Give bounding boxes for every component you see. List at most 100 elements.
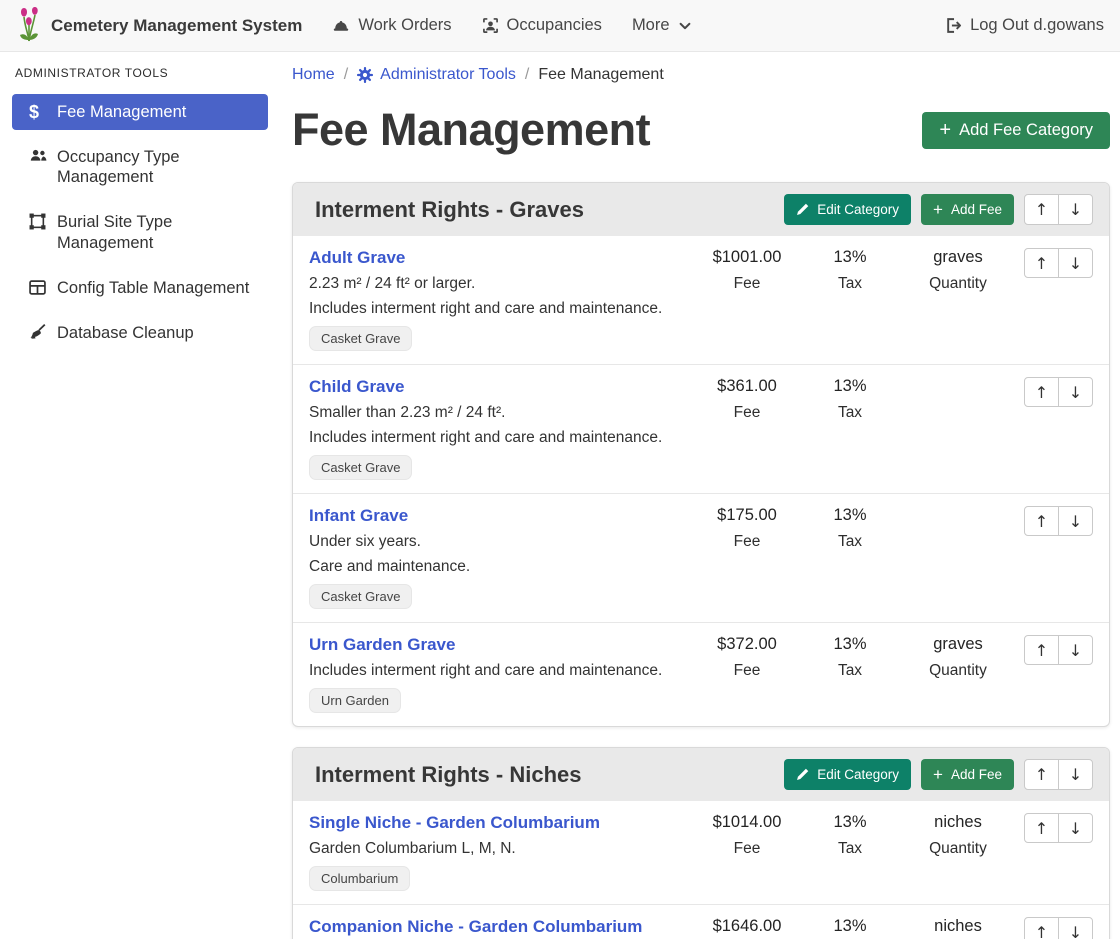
quantity-unit: graves [900, 635, 1016, 654]
fee-label: Fee [694, 662, 800, 680]
fee-details: Child Grave Smaller than 2.23 m² / 24 ft… [309, 377, 694, 480]
plus-icon: + [933, 769, 943, 780]
logout-button[interactable]: Log Out d.gowans [945, 16, 1104, 35]
tax-value: 13% [800, 248, 900, 267]
move-fee-up-button[interactable]: ↑ [1024, 917, 1059, 939]
quantity-label: Quantity [900, 662, 1016, 680]
category-title: Interment Rights - Graves [309, 197, 784, 223]
fee-type-badge: Columbarium [309, 866, 410, 891]
fee-details: Single Niche - Garden Columbarium Garden… [309, 813, 694, 891]
quantity-unit: graves [900, 248, 1016, 267]
nav-work-orders-label: Work Orders [358, 16, 451, 35]
sidebar-item-database-cleanup[interactable]: Database Cleanup [12, 315, 268, 351]
add-fee-button[interactable]: + Add Fee [921, 194, 1014, 225]
nav-work-orders[interactable]: Work Orders [332, 16, 451, 35]
fee-reorder-group: ↑ ↓ [1024, 377, 1093, 407]
edit-category-button[interactable]: Edit Category [784, 194, 911, 225]
plus-icon: + [939, 123, 951, 137]
fee-row: Adult Grave 2.23 m² / 24 ft² or larger. … [293, 236, 1109, 365]
move-fee-down-button[interactable]: ↓ [1058, 377, 1093, 407]
category-header: Interment Rights - Niches Edit Category … [293, 748, 1109, 801]
move-fee-down-button[interactable]: ↓ [1058, 917, 1093, 939]
app-brand[interactable]: Cemetery Management System [16, 7, 302, 45]
bounding-box-icon [29, 213, 57, 230]
fee-amount-column: $175.00 Fee [694, 506, 800, 551]
move-fee-down-button[interactable]: ↓ [1058, 506, 1093, 536]
edit-category-button[interactable]: Edit Category [784, 759, 911, 790]
fee-label: Fee [694, 404, 800, 422]
category-reorder-group: ↑ ↓ [1024, 194, 1093, 225]
fee-name-link[interactable]: Infant Grave [309, 506, 408, 526]
move-fee-up-button[interactable]: ↑ [1024, 248, 1059, 278]
fee-tax-column: 13% Tax [800, 917, 900, 939]
fee-quantity-column: niches Quantity [900, 917, 1016, 939]
breadcrumb-separator: / [525, 66, 529, 84]
breadcrumb-home-link[interactable]: Home [292, 66, 335, 84]
move-category-up-button[interactable]: ↑ [1024, 759, 1059, 790]
fee-details: Infant Grave Under six years. Care and m… [309, 506, 694, 609]
fee-type-badge: Casket Grave [309, 455, 412, 480]
fee-row: Companion Niche - Garden Columbarium Gar… [293, 905, 1109, 939]
title-row: Fee Management + Add Fee Category [292, 104, 1110, 156]
nav-more[interactable]: More [632, 16, 692, 35]
fee-tax-column: 13% Tax [800, 506, 900, 551]
sidebar-item-label: Database Cleanup [57, 323, 194, 343]
move-fee-down-button[interactable]: ↓ [1058, 635, 1093, 665]
fee-name-link[interactable]: Single Niche - Garden Columbarium [309, 813, 600, 833]
tax-value: 13% [800, 813, 900, 832]
person-bounding-box-icon [482, 17, 499, 34]
fee-name-link[interactable]: Adult Grave [309, 248, 405, 268]
fee-amount: $1001.00 [694, 248, 800, 267]
fee-amount-column: $361.00 Fee [694, 377, 800, 422]
logout-label: Log Out d.gowans [970, 16, 1104, 35]
breadcrumb-admin-tools-link[interactable]: Administrator Tools [357, 66, 516, 84]
category-actions: Edit Category + Add Fee ↑ ↓ [784, 759, 1093, 790]
sidebar-item-label: Fee Management [57, 102, 186, 122]
move-fee-up-button[interactable]: ↑ [1024, 377, 1059, 407]
tax-value: 13% [800, 917, 900, 936]
sidebar-item-fee-management[interactable]: $ Fee Management [12, 94, 268, 130]
quantity-label: Quantity [900, 275, 1016, 293]
tulip-logo-icon [16, 7, 42, 45]
sidebar-item-config-table-management[interactable]: Config Table Management [12, 270, 268, 306]
breadcrumb-current: Fee Management [538, 66, 663, 84]
fee-category-card: Interment Rights - Niches Edit Category … [292, 747, 1110, 939]
nav-occupancies[interactable]: Occupancies [482, 16, 602, 35]
fee-rows: Adult Grave 2.23 m² / 24 ft² or larger. … [293, 236, 1109, 726]
fee-amount-column: $1001.00 Fee [694, 248, 800, 293]
add-fee-category-button[interactable]: + Add Fee Category [922, 112, 1110, 149]
tax-value: 13% [800, 506, 900, 525]
fee-name-link[interactable]: Child Grave [309, 377, 404, 397]
fee-description-line-1: Garden Columbarium L, M, N. [309, 840, 688, 858]
move-fee-down-button[interactable]: ↓ [1058, 248, 1093, 278]
fee-reorder-group: ↑ ↓ [1024, 813, 1093, 843]
move-category-down-button[interactable]: ↓ [1058, 759, 1093, 790]
move-fee-up-button[interactable]: ↑ [1024, 813, 1059, 843]
move-fee-up-button[interactable]: ↑ [1024, 506, 1059, 536]
fee-category-card: Interment Rights - Graves Edit Category … [292, 182, 1110, 727]
sidebar-item-burial-site-type-management[interactable]: Burial Site Type Management [12, 204, 268, 260]
category-actions: Edit Category + Add Fee ↑ ↓ [784, 194, 1093, 225]
pencil-icon [796, 768, 809, 781]
quantity-label: Quantity [900, 840, 1016, 858]
chevron-down-icon [678, 19, 692, 33]
tax-label: Tax [800, 404, 900, 422]
fee-quantity-column: graves Quantity [900, 635, 1016, 680]
sidebar-item-occupancy-type-management[interactable]: Occupancy Type Management [12, 139, 268, 195]
fee-type-badge: Casket Grave [309, 584, 412, 609]
fee-amount-column: $1646.00 Fee [694, 917, 800, 939]
fee-tax-column: 13% Tax [800, 635, 900, 680]
move-category-down-button[interactable]: ↓ [1058, 194, 1093, 225]
breadcrumb-separator: / [344, 66, 348, 84]
move-fee-up-button[interactable]: ↑ [1024, 635, 1059, 665]
main-content: Home / Administrator Tools / Fee Managem… [280, 52, 1120, 939]
move-fee-down-button[interactable]: ↓ [1058, 813, 1093, 843]
fee-description-line-1: Smaller than 2.23 m² / 24 ft². [309, 404, 688, 422]
fee-name-link[interactable]: Urn Garden Grave [309, 635, 455, 655]
fee-details: Urn Garden Grave Includes interment righ… [309, 635, 694, 713]
fee-name-link[interactable]: Companion Niche - Garden Columbarium [309, 917, 642, 937]
sign-out-icon [945, 17, 962, 34]
add-fee-button[interactable]: + Add Fee [921, 759, 1014, 790]
fee-description-line-1: Under six years. [309, 533, 688, 551]
move-category-up-button[interactable]: ↑ [1024, 194, 1059, 225]
